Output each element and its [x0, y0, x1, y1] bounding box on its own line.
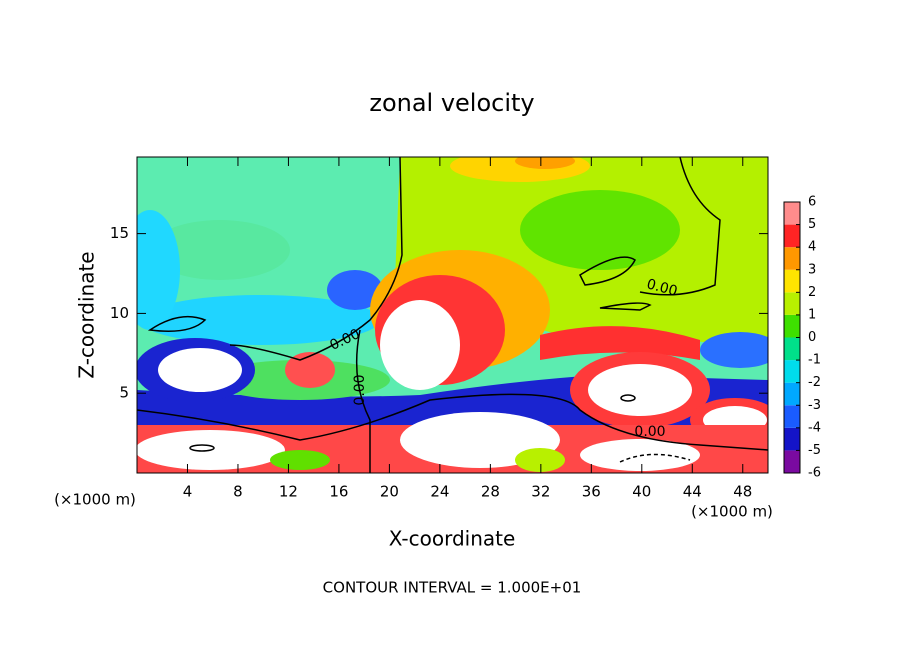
x-tick-label: 44: [683, 483, 702, 501]
x-tick-label: 24: [430, 483, 449, 501]
colorbar-segment: [784, 405, 800, 428]
contour-label: 0.00: [352, 374, 368, 405]
x-tick-label: 4: [183, 483, 193, 501]
colorbar-tick-label: 4: [808, 240, 816, 255]
colorbar-segment: [784, 360, 800, 383]
colorbar-segment: [784, 427, 800, 451]
colorbar-segment: [784, 314, 800, 338]
colorbar-tick-label: 1: [808, 307, 816, 322]
x-tick-label: 28: [481, 483, 500, 501]
colorbar-segment: [784, 382, 800, 406]
y-axis-label: Z-coordinate: [75, 251, 99, 378]
colorbar-tick-label: 6: [808, 195, 816, 210]
colorbar-tick-label: -4: [808, 420, 821, 435]
colorbar-tick-label: 0: [808, 330, 816, 345]
x-unit-right: (×1000 m): [691, 503, 773, 521]
y-tick-label: 15: [110, 224, 129, 242]
field: [137, 157, 768, 473]
colorbar-segment: [784, 269, 800, 293]
x-tick-label: 48: [733, 483, 752, 501]
colorbar-tick-label: 5: [808, 217, 816, 232]
x-tick-label: 32: [531, 483, 550, 501]
contour-label: 0.00: [634, 424, 665, 440]
x-axis-label: X-coordinate: [389, 527, 516, 551]
colorbar-tick-label: -5: [808, 443, 821, 458]
colorbar-tick-label: -2: [808, 375, 821, 390]
x-tick-label: 40: [632, 483, 651, 501]
colorbar-segment: [784, 337, 800, 361]
colorbar-segment: [784, 247, 800, 270]
x-unit-left: (×1000 m): [54, 491, 136, 509]
colorbar-tick-label: 3: [808, 262, 816, 277]
plot-frame: [136, 156, 769, 474]
x-tick-label: 36: [582, 483, 601, 501]
colorbar-segment: [784, 292, 800, 315]
colorbar-tick-label: 2: [808, 285, 816, 300]
y-tick-label: 5: [119, 384, 129, 402]
x-tick-label: 12: [279, 483, 298, 501]
chart-title: zonal velocity: [369, 89, 534, 117]
colorbar-tick-label: -6: [808, 466, 821, 481]
contour-label: 0.00: [645, 276, 679, 300]
y-tick-label: 10: [110, 304, 129, 322]
x-tick-label: 16: [329, 483, 348, 501]
colorbar-segment: [784, 450, 800, 473]
colorbar-tick-label: -1: [808, 353, 821, 368]
x-tick-label: 8: [233, 483, 243, 501]
colorbar-tick-label: -3: [808, 398, 821, 413]
x-tick-label: 20: [380, 483, 399, 501]
colorbar-segment: [784, 202, 800, 225]
colorbar-segment: [784, 224, 800, 248]
contour-interval-note: CONTOUR INTERVAL = 1.000E+01: [323, 579, 582, 597]
